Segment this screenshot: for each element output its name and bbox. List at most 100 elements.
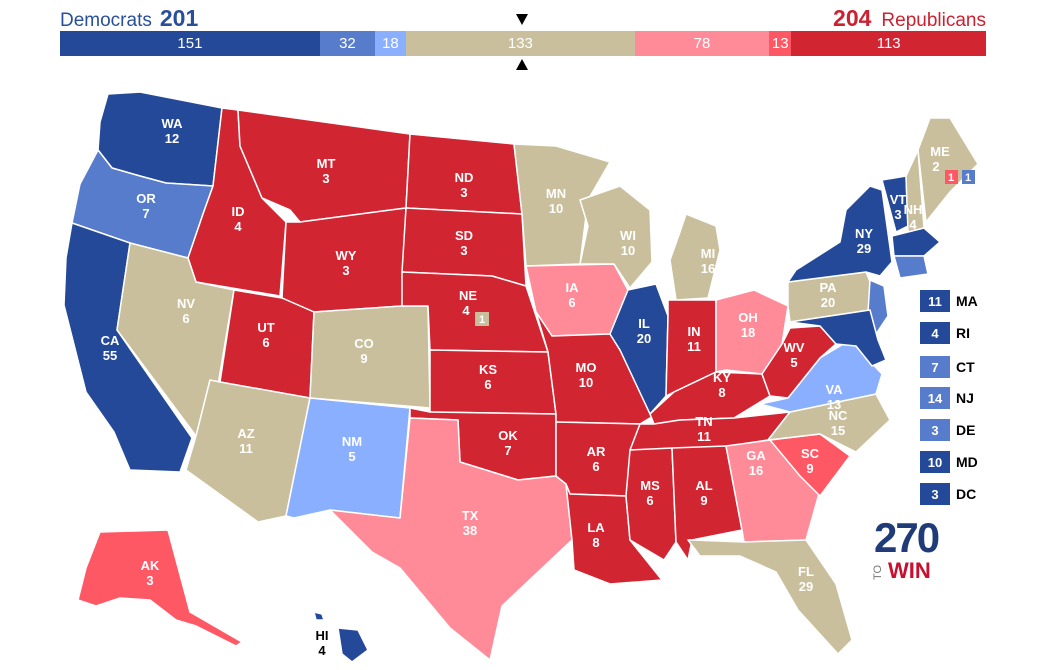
state-label-hi: HI 4 (316, 628, 329, 658)
small-state-abbr: RI (956, 325, 970, 341)
state-label-wv: WV 5 (784, 340, 805, 370)
state-label-id: ID 4 (232, 204, 245, 234)
ne-district-box[interactable] (475, 312, 489, 326)
state-label-tx: TX 38 (462, 508, 479, 538)
small-state-abbr: DC (956, 486, 977, 502)
state-ny[interactable] (787, 185, 893, 283)
small-state-ev-box: 7 (920, 356, 950, 378)
logo-win: WIN (888, 558, 931, 583)
state-label-wa: WA 12 (162, 116, 184, 146)
small-state-abbr: MD (956, 454, 978, 470)
state-label-wy: WY 3 (336, 248, 357, 278)
state-label-or: OR 7 (136, 191, 156, 221)
state-label-il: IL 20 (637, 316, 651, 346)
state-label-in: IN 11 (687, 324, 701, 354)
state-la[interactable] (565, 483, 663, 585)
midpoint-down-arrow-icon (516, 14, 528, 25)
me-district-num-1: 1 (948, 172, 954, 184)
state-label-al: AL 9 (695, 478, 712, 508)
state-label-ks: KS 6 (479, 362, 497, 392)
me-district-box-2[interactable] (962, 170, 975, 184)
state-co[interactable] (309, 305, 431, 409)
bar-segment-lean-rep[interactable]: 78 (634, 31, 770, 56)
state-mi[interactable] (669, 213, 721, 301)
small-state-ct[interactable]: 7 CT (920, 356, 1040, 378)
republicans-label: Republicans (881, 10, 986, 31)
state-ks[interactable] (429, 349, 557, 415)
state-label-ms: MS 6 (640, 478, 660, 508)
small-state-ev-box: 3 (920, 483, 950, 505)
state-label-oh: OH 18 (738, 310, 758, 340)
small-state-de[interactable]: 3 DE (920, 419, 1040, 441)
midpoint-up-arrow-icon (516, 59, 528, 70)
state-mn[interactable] (513, 143, 611, 267)
state-label-nh: NH 4 (904, 202, 923, 232)
state-label-mn: MN 10 (546, 186, 566, 216)
bar-segment-lean-dem[interactable]: 18 (374, 31, 406, 56)
small-state-abbr: NJ (956, 390, 974, 406)
state-label-mi: MI 16 (701, 246, 715, 276)
state-ma[interactable] (891, 227, 941, 257)
bar-segment-likely-rep[interactable]: 13 (769, 31, 792, 56)
state-label-ia: IA 6 (566, 280, 580, 310)
republicans-total: 204 (833, 5, 872, 31)
small-state-dc[interactable]: 3 DC (920, 483, 1040, 505)
small-state-ev-box: 3 (920, 419, 950, 441)
democrats-tally: Democrats 201 (60, 5, 198, 32)
state-label-mo: MO 10 (576, 360, 597, 390)
header: Democrats 201 204 Republicans (0, 0, 1050, 32)
small-state-ri[interactable]: 4 RI (920, 322, 1040, 344)
ne-district-num: 1 (479, 314, 485, 326)
state-label-la: LA 8 (587, 520, 605, 550)
me-district-num-2: 1 (965, 172, 971, 184)
state-il[interactable] (609, 283, 669, 415)
state-ak[interactable] (77, 529, 243, 647)
state-tx[interactable] (329, 417, 573, 661)
small-state-ev-box: 11 (920, 290, 950, 312)
state-ct-ri[interactable] (893, 255, 929, 279)
republicans-tally: 204 Republicans (833, 5, 986, 32)
state-label-co: CO 9 (354, 336, 374, 366)
bar-segment-safe-dem[interactable]: 151 (60, 31, 320, 56)
electoral-vote-bar: 151 32 18 133 78 13 113 (60, 31, 986, 56)
state-label-tn: TN 11 (695, 414, 712, 444)
state-label-ar: AR 6 (587, 444, 606, 474)
state-wi[interactable] (579, 185, 653, 289)
small-state-nj[interactable]: 14 NJ (920, 387, 1040, 409)
bar-segment-safe-rep[interactable]: 113 (791, 31, 986, 56)
state-label-ut: UT 6 (257, 320, 274, 350)
state-label-vt: VT 3 (890, 192, 907, 222)
logo-to: TO (872, 564, 884, 580)
state-mo[interactable] (535, 311, 661, 425)
logo-number: 270 (874, 514, 940, 561)
state-fl[interactable] (687, 539, 853, 655)
state-label-ak: AK 3 (141, 558, 160, 588)
state-label-ok: OK 7 (498, 428, 518, 458)
state-hi-oahu[interactable] (313, 611, 325, 621)
small-state-md[interactable]: 10 MD (920, 451, 1040, 473)
small-state-ev-box: 14 (920, 387, 950, 409)
state-label-nm: NM 5 (342, 434, 362, 464)
state-label-ca: CA 55 (101, 333, 120, 363)
state-label-pa: PA 20 (819, 280, 837, 310)
democrats-label: Democrats (60, 10, 152, 31)
state-label-ne: NE 4 (459, 288, 477, 318)
me-district-box-1[interactable] (945, 170, 958, 184)
state-hi[interactable] (337, 627, 369, 663)
state-label-az: AZ 11 (237, 426, 254, 456)
state-label-nc: NC 15 (829, 408, 848, 438)
democrats-total: 201 (159, 5, 199, 31)
state-label-mt: MT 3 (317, 156, 336, 186)
small-state-abbr: DE (956, 422, 976, 438)
state-de-md[interactable] (789, 309, 887, 367)
state-label-me: ME 2 (930, 144, 950, 174)
logo-270towin[interactable]: 270 TO WIN (872, 514, 952, 583)
state-label-sc: SC 9 (801, 446, 820, 476)
state-label-ga: GA 16 (746, 448, 766, 478)
bar-segment-likely-dem[interactable]: 32 (319, 31, 375, 56)
state-label-sd: SD 3 (455, 228, 473, 258)
state-label-nv: NV 6 (177, 296, 195, 326)
bar-segment-tossup[interactable]: 133 (405, 31, 635, 56)
small-state-ma[interactable]: 11 MA (920, 290, 1040, 312)
